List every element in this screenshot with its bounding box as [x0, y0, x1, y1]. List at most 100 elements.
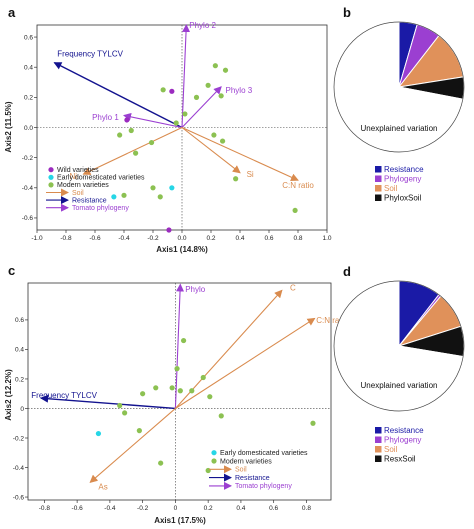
pie-legend-swatch	[375, 175, 382, 182]
modern-variety-point	[121, 192, 127, 198]
y-tick-label: -0.4	[13, 465, 25, 472]
x-tick-label: 0.4	[236, 505, 245, 512]
soil-vector-arrow	[181, 127, 241, 174]
modern-variety-point	[158, 460, 164, 466]
wild-variety-point	[124, 117, 130, 123]
phylogeny-vector-arrow	[181, 86, 222, 128]
x-tick-label: -0.4	[118, 235, 130, 242]
legend-phylogeny-label: Tomato phylogeny	[235, 483, 292, 490]
modern-variety-point	[169, 385, 175, 391]
soil-vector-label: C:N ratio	[316, 316, 348, 325]
soil-vector-arrow	[82, 127, 183, 175]
panel-a-points	[111, 63, 298, 233]
pie-legend-swatch	[375, 166, 382, 173]
modern-variety-point	[205, 467, 211, 474]
x-tick-label: 0.0	[177, 235, 186, 242]
modern-variety-point	[153, 385, 159, 391]
x-tick-label: 0.6	[264, 235, 273, 242]
x-tick-label: 0.8	[302, 505, 311, 512]
x-tick-label: -1.0	[31, 235, 43, 242]
phylogeny-vector-arrow	[181, 24, 191, 128]
soil-vector-label: Ni	[69, 172, 77, 181]
legend-modern-marker	[211, 458, 217, 464]
x-tick-label: -0.2	[137, 505, 149, 512]
y-tick-label: 0.4	[24, 65, 33, 72]
modern-variety-point	[117, 132, 123, 138]
legend-resistance-label: Resistance	[72, 197, 107, 204]
modern-variety-point	[148, 139, 155, 146]
panel-b-center-label: Unexplained variation	[361, 124, 438, 133]
pie-legend-swatch	[375, 185, 382, 192]
panel-a-letter: a	[8, 5, 16, 20]
resistance-vector-arrow	[40, 394, 176, 410]
legend-modern-label: Modern varieties	[220, 458, 272, 465]
pie-legend-swatch	[375, 427, 382, 434]
legend-early-label: Early domesticated varieties	[220, 450, 308, 457]
phylogeny-vector-label: Phylo 1	[92, 113, 119, 122]
modern-variety-point	[117, 402, 123, 409]
modern-variety-point	[128, 127, 134, 134]
pie-legend-swatch	[375, 436, 382, 443]
phylogeny-vector-label: Phylo 3	[226, 86, 253, 95]
phylogeny-vector-arrow	[123, 112, 183, 129]
panel-d-pie: d Unexplained variation ResistancePhylog…	[333, 264, 465, 464]
legend-soil-label: Soil	[235, 467, 247, 474]
y-tick-label: 0	[20, 406, 24, 413]
wild-variety-point	[169, 88, 175, 94]
x-tick-label: -0.8	[39, 505, 51, 512]
modern-variety-point	[160, 87, 166, 93]
panel-c-y-axis-label: Axis2 (12.2%)	[4, 369, 13, 421]
soil-vector-arrow	[175, 317, 316, 409]
modern-variety-point	[233, 176, 239, 182]
x-tick-label: 0.8	[293, 235, 302, 242]
modern-variety-point	[310, 420, 316, 426]
panel-c-x-axis-label: Axis1 (17.5%)	[154, 516, 206, 525]
modern-variety-point	[218, 413, 224, 419]
panel-d-letter: d	[343, 264, 351, 279]
panel-c-vectors: Frequency TYLCV Phylo C C:N ratio As	[31, 283, 348, 491]
modern-variety-point	[122, 410, 128, 416]
pie-legend-swatch	[375, 455, 382, 462]
pie-legend-label: Phylogeny	[384, 175, 421, 184]
legend-wild-label: Wild varieties	[57, 167, 99, 174]
modern-variety-point	[177, 388, 183, 394]
x-tick-label: 0.4	[235, 235, 244, 242]
legend-early-marker	[211, 450, 217, 456]
modern-variety-point	[173, 120, 179, 126]
legend-modern-label: Modern varieties	[57, 182, 109, 189]
pie-legend-label: PhyloxSoil	[384, 194, 422, 203]
y-tick-label: -0.2	[13, 435, 25, 442]
x-tick-label: 1.0	[322, 235, 331, 242]
x-tick-label: -0.2	[147, 235, 159, 242]
pie-outline	[333, 21, 465, 153]
modern-variety-point	[292, 207, 298, 214]
phylogeny-vector-arrow	[174, 283, 185, 409]
panel-c-plot-frame	[27, 282, 332, 501]
panel-a-scatter: a -1.0 -0.8 -0.6 -0.4 -0.2 0.0 0.2 0.4 0.6 0.8 1.0…	[4, 5, 332, 254]
early-variety-point	[111, 194, 117, 200]
soil-vector-label: C	[290, 283, 296, 292]
legend-modern-marker	[48, 182, 54, 188]
y-tick-label: 0.4	[15, 347, 24, 354]
soil-vector-label: C:N ratio	[282, 181, 314, 190]
modern-variety-point	[180, 337, 187, 344]
soil-vector-label: As	[98, 483, 107, 492]
modern-variety-point	[174, 366, 180, 372]
x-tick-label: 0	[174, 505, 178, 512]
y-tick-label: -0.4	[22, 185, 34, 192]
panel-d-slices	[333, 280, 465, 412]
x-tick-label: -0.6	[89, 235, 101, 242]
modern-variety-point	[207, 394, 213, 400]
x-tick-label: -0.6	[72, 505, 84, 512]
panel-a-y-axis-label: Axis2 (11.5%)	[4, 101, 13, 152]
pie-outline	[333, 280, 465, 412]
y-tick-label: 0.6	[24, 34, 33, 41]
modern-variety-point	[193, 94, 200, 100]
panel-c-scatter: c -0.8 -0.6 -0.4 -0.2 0 0.2 0.4 0.6 0.8-0.6-0.4-…	[4, 263, 348, 525]
y-tick-label: -0.2	[22, 155, 34, 162]
legend-phylogeny-label: Tomato phylogeny	[72, 205, 129, 212]
pie-legend-label: ResxSoil	[384, 455, 416, 464]
